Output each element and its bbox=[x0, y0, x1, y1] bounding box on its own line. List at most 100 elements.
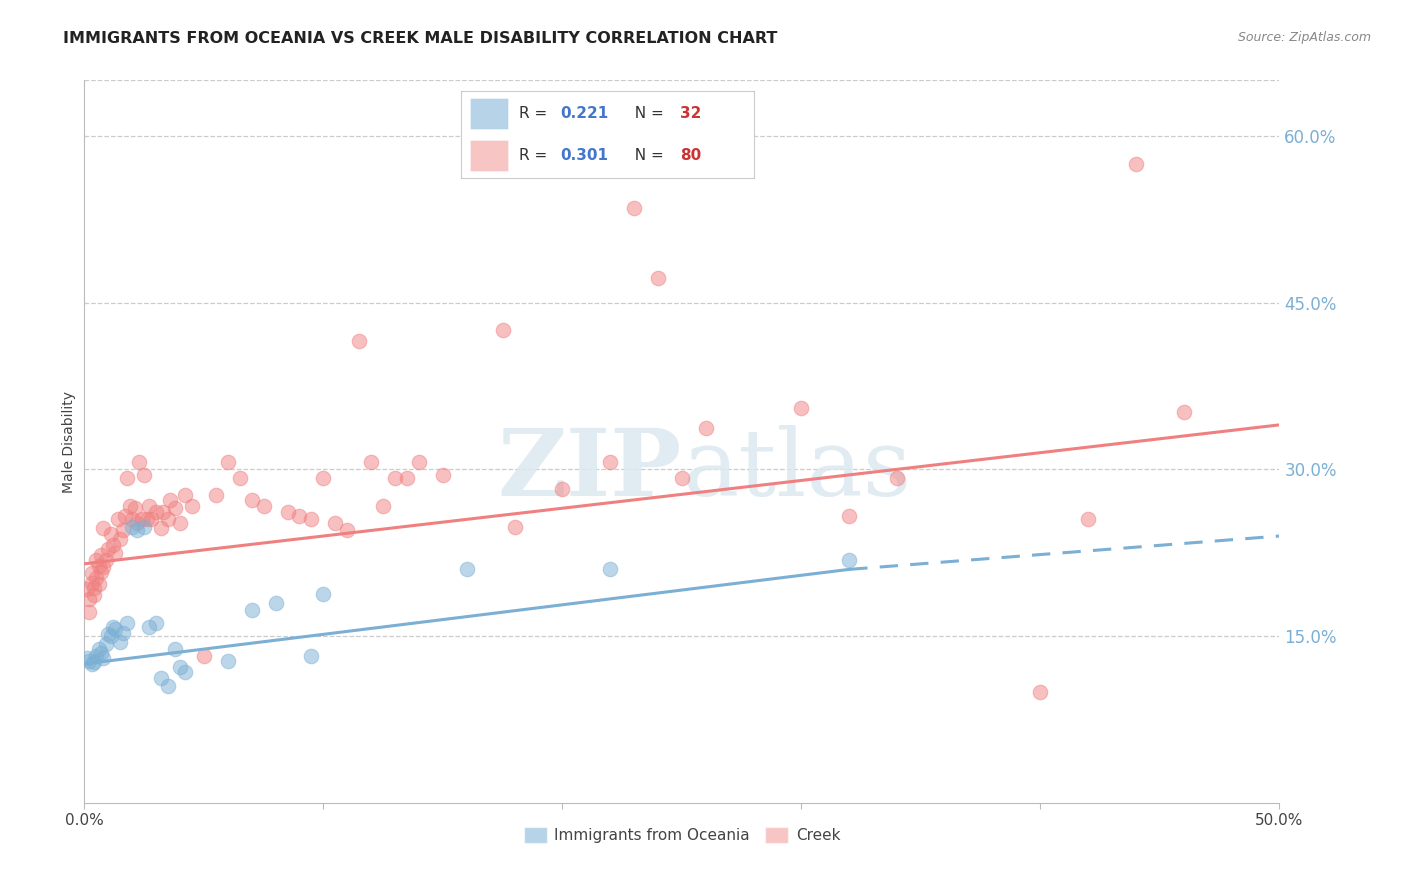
Point bbox=[838, 553, 860, 567]
Point bbox=[695, 421, 717, 435]
Point bbox=[138, 499, 160, 513]
Point bbox=[159, 493, 181, 508]
Point bbox=[97, 627, 120, 641]
Point bbox=[432, 467, 454, 482]
Point bbox=[1125, 156, 1147, 170]
Point bbox=[80, 657, 103, 671]
Point bbox=[312, 587, 335, 601]
Point bbox=[145, 615, 167, 630]
Point bbox=[87, 559, 110, 574]
Point bbox=[80, 566, 103, 580]
Point bbox=[408, 454, 430, 468]
Point bbox=[101, 620, 124, 634]
Point bbox=[90, 646, 112, 660]
Point bbox=[121, 520, 143, 534]
Text: atlas: atlas bbox=[682, 425, 911, 516]
Point bbox=[790, 401, 813, 416]
Point bbox=[111, 625, 134, 640]
Point bbox=[86, 649, 108, 664]
Point bbox=[114, 508, 136, 523]
Point bbox=[173, 665, 195, 679]
Point bbox=[240, 493, 263, 508]
Point bbox=[165, 642, 187, 657]
Point bbox=[77, 605, 100, 619]
Point bbox=[93, 651, 115, 665]
Point bbox=[90, 548, 112, 562]
Point bbox=[312, 471, 335, 485]
Point bbox=[138, 620, 160, 634]
Point bbox=[125, 516, 148, 530]
Point bbox=[373, 499, 395, 513]
Text: IMMIGRANTS FROM OCEANIA VS CREEK MALE DISABILITY CORRELATION CHART: IMMIGRANTS FROM OCEANIA VS CREEK MALE DI… bbox=[63, 31, 778, 46]
Point bbox=[157, 679, 180, 693]
Point bbox=[93, 521, 115, 535]
Point bbox=[110, 634, 132, 648]
Point bbox=[325, 516, 347, 530]
Point bbox=[141, 512, 163, 526]
Point bbox=[336, 524, 359, 538]
Point bbox=[80, 575, 103, 590]
Point bbox=[647, 271, 669, 285]
Point bbox=[93, 560, 115, 574]
Point bbox=[128, 454, 150, 468]
Point bbox=[149, 671, 172, 685]
Point bbox=[149, 521, 172, 535]
Point bbox=[193, 649, 215, 664]
Point bbox=[492, 323, 515, 337]
Point bbox=[97, 542, 120, 557]
Point bbox=[599, 454, 621, 468]
Legend: Immigrants from Oceania, Creek: Immigrants from Oceania, Creek bbox=[517, 822, 846, 849]
Point bbox=[83, 655, 105, 669]
Point bbox=[277, 505, 299, 519]
Point bbox=[503, 520, 526, 534]
Point bbox=[117, 471, 139, 485]
Point bbox=[384, 471, 406, 485]
Point bbox=[76, 582, 98, 597]
Point bbox=[838, 508, 860, 523]
Point bbox=[301, 512, 323, 526]
Point bbox=[87, 642, 110, 657]
Point bbox=[240, 603, 263, 617]
Point bbox=[131, 512, 153, 526]
Point bbox=[132, 520, 156, 534]
Text: ZIP: ZIP bbox=[498, 425, 682, 516]
Point bbox=[104, 546, 127, 560]
Point bbox=[152, 505, 174, 519]
Point bbox=[110, 533, 132, 547]
Point bbox=[264, 596, 287, 610]
Point bbox=[100, 526, 122, 541]
Point bbox=[124, 501, 146, 516]
Point bbox=[86, 571, 108, 585]
Point bbox=[396, 471, 419, 485]
Point bbox=[360, 454, 382, 468]
Point bbox=[83, 588, 105, 602]
Point bbox=[1173, 404, 1195, 418]
Point bbox=[623, 201, 645, 215]
Point bbox=[173, 488, 195, 502]
Point bbox=[121, 512, 143, 526]
Point bbox=[349, 334, 371, 349]
Point bbox=[1077, 512, 1099, 526]
Point bbox=[157, 512, 180, 526]
Point bbox=[117, 615, 139, 630]
Text: Source: ZipAtlas.com: Source: ZipAtlas.com bbox=[1237, 31, 1371, 45]
Point bbox=[301, 649, 323, 664]
Point bbox=[671, 471, 693, 485]
Point bbox=[165, 501, 187, 516]
Point bbox=[94, 637, 117, 651]
Y-axis label: Male Disability: Male Disability bbox=[62, 391, 76, 492]
Point bbox=[132, 467, 156, 482]
Point bbox=[288, 508, 311, 523]
Point bbox=[229, 471, 252, 485]
Point bbox=[86, 553, 108, 567]
Point bbox=[253, 499, 276, 513]
Point bbox=[101, 538, 124, 552]
Point bbox=[77, 653, 100, 667]
Point bbox=[76, 651, 98, 665]
Point bbox=[181, 499, 204, 513]
Point bbox=[90, 565, 112, 579]
Point bbox=[87, 577, 110, 591]
Point bbox=[169, 660, 191, 674]
Point bbox=[456, 562, 478, 576]
Point bbox=[551, 483, 574, 497]
